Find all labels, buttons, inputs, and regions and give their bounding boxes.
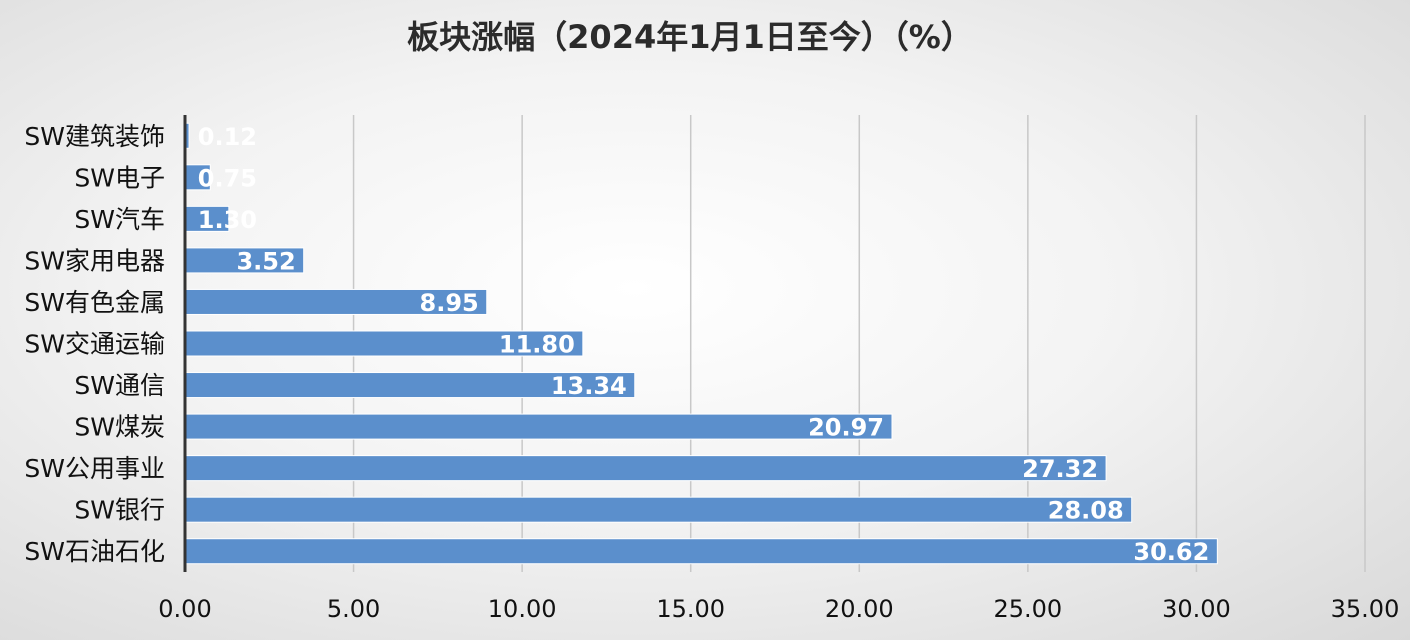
x-tick-label: 15.00 xyxy=(656,595,725,623)
data-label: 3.52 xyxy=(236,247,295,275)
x-tick-label: 20.00 xyxy=(825,595,894,623)
category-label: SW公用事业 xyxy=(24,454,165,483)
category-label: SW交通运输 xyxy=(24,330,165,359)
chart-title: 板块涨幅（2024年1月1日至今）（%） xyxy=(407,18,973,56)
bar xyxy=(184,247,305,274)
data-label: 27.32 xyxy=(1022,455,1098,483)
data-label: 11.80 xyxy=(499,331,575,359)
category-label: SW汽车 xyxy=(74,205,165,234)
category-label: SW石油石化 xyxy=(24,537,165,566)
bar xyxy=(184,413,893,440)
data-label: 0.75 xyxy=(198,164,257,192)
bar xyxy=(184,330,584,357)
data-label: 1.30 xyxy=(198,206,257,234)
bar xyxy=(184,496,1133,523)
bar xyxy=(184,455,1107,482)
data-label: 20.97 xyxy=(808,414,884,442)
x-tick-label: 10.00 xyxy=(488,595,557,623)
bar xyxy=(184,164,211,191)
data-label: 13.34 xyxy=(551,372,627,400)
data-label: 30.62 xyxy=(1133,538,1209,566)
data-label: 0.12 xyxy=(198,123,257,151)
category-label: SW银行 xyxy=(74,496,165,525)
data-label: 28.08 xyxy=(1048,497,1124,525)
x-tick-label: 5.00 xyxy=(327,595,380,623)
x-tick-label: 25.00 xyxy=(993,595,1062,623)
bar xyxy=(184,288,488,315)
data-label: 8.95 xyxy=(420,289,479,317)
x-tick-label: 30.00 xyxy=(1162,595,1231,623)
category-label: SW电子 xyxy=(74,163,165,192)
x-tick-label: 35.00 xyxy=(1331,595,1400,623)
category-label: SW建筑装饰 xyxy=(24,122,165,151)
x-tick-label: 0.00 xyxy=(158,595,211,623)
category-label: SW通信 xyxy=(74,371,165,400)
category-label: SW有色金属 xyxy=(24,288,165,317)
bar xyxy=(184,538,1218,565)
category-label: SW家用电器 xyxy=(24,246,165,275)
category-label: SW煤炭 xyxy=(74,413,165,442)
bar xyxy=(184,205,230,232)
